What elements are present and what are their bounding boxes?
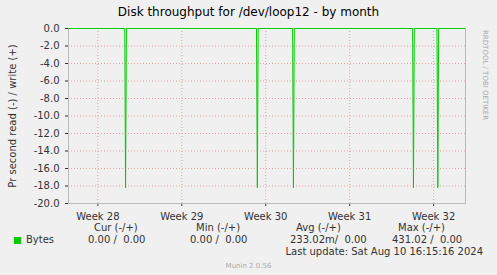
html-text:Cur (-/+): Cur (-/+) [94, 222, 138, 233]
html-text:0.00 / 0.00: 0.00 / 0.00 [88, 234, 146, 245]
svg-text:Week 29: Week 29 [160, 211, 203, 220]
html-text:Min (-/+): Min (-/+) [196, 222, 241, 233]
svg-text:-2.0: -2.0 [40, 40, 60, 51]
svg-text:Week 32: Week 32 [412, 211, 455, 220]
html-text:233.02m/ 0.00: 233.02m/ 0.00 [290, 234, 367, 245]
html-text:Bytes: Bytes [26, 234, 55, 245]
svg-text:-18.0: -18.0 [34, 180, 60, 191]
svg-text:-14.0: -14.0 [34, 145, 60, 156]
svg-text:Pr second read (-) / write (+): Pr second read (-) / write (+) [7, 44, 18, 187]
svg-text:-20.0: -20.0 [34, 198, 60, 209]
svg-text:-6.0: -6.0 [40, 75, 60, 86]
svg-text:-10.0: -10.0 [34, 110, 60, 121]
svg-text:Week 31: Week 31 [328, 211, 371, 220]
html-text:Munin 2.0.56: Munin 2.0.56 [225, 262, 272, 270]
html-text:Avg (-/+): Avg (-/+) [296, 222, 341, 233]
svg-text:-12.0: -12.0 [34, 128, 60, 139]
svg-text:0.0: 0.0 [44, 23, 60, 34]
svg-text:-4.0: -4.0 [40, 58, 60, 69]
svg-text:-8.0: -8.0 [40, 93, 60, 104]
svg-text:Week 30: Week 30 [244, 211, 287, 220]
svg-text:Week 28: Week 28 [76, 211, 119, 220]
html-text:Last update: Sat Aug 10 16:15:: Last update: Sat Aug 10 16:15:16 2024 [285, 246, 483, 257]
html-text:Max (-/+): Max (-/+) [398, 222, 445, 233]
html-text:Disk throughput for /dev/loop1: Disk throughput for /dev/loop12 - by mon… [117, 5, 380, 19]
svg-text:-16.0: -16.0 [34, 163, 60, 174]
html-text:431.02 / 0.00: 431.02 / 0.00 [392, 234, 463, 245]
html-text:RRDTOOL / TOBI OETIKER: RRDTOOL / TOBI OETIKER [481, 30, 489, 121]
html-text:0.00 / 0.00: 0.00 / 0.00 [190, 234, 248, 245]
